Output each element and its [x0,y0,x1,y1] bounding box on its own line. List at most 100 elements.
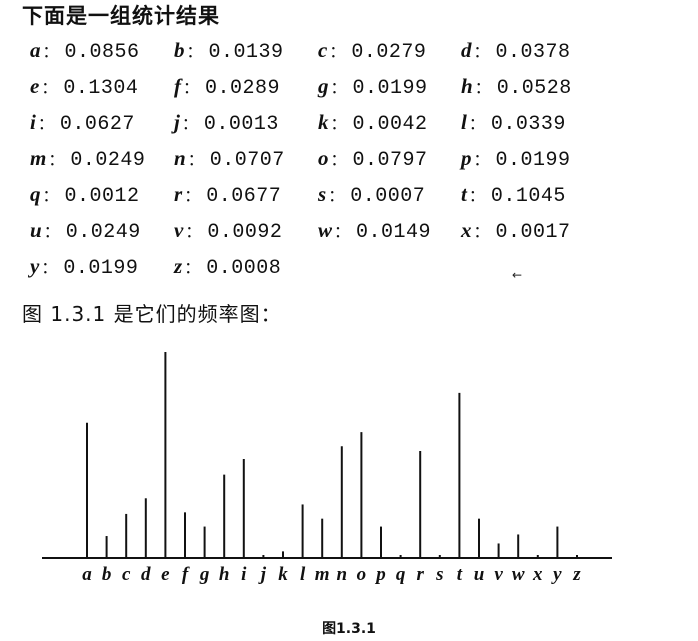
frequency-colon: ： [473,222,490,241]
frequency-value: 0.0249 [65,221,141,244]
frequency-value: 0.0339 [490,113,566,136]
frequency-entry-x: x： 0.0017 [461,218,604,254]
frequency-entry-n: n： 0.0707 [174,146,318,182]
frequency-value: 0.0249 [70,149,146,172]
frequency-colon: ： [328,186,345,205]
frequency-colon: ： [42,186,59,205]
frequency-letter: a [30,38,41,62]
frequency-colon: ： [183,78,200,97]
frequency-value: 0.0677 [206,185,282,208]
frequency-letter: z [174,254,183,278]
figure-label: 图1.3.1 [322,621,376,637]
frequency-entry-q: q： 0.0012 [30,182,174,218]
frequency-colon: ： [330,78,347,97]
frequency-value: 0.0013 [203,113,279,136]
frequency-value: 0.0627 [59,113,135,136]
frequency-colon: ： [468,114,485,133]
frequency-entry-s: s： 0.0007 [318,182,461,218]
frequency-value: 0.0092 [207,221,283,244]
frequency-letter: u [30,218,42,242]
frequency-entry-j: j： 0.0013 [174,110,318,146]
frequency-value: 0.0199 [495,149,571,172]
frequency-value: 0.1045 [490,185,566,208]
frequency-letter: g [318,74,329,98]
tick-label-v: v [494,564,503,585]
frequency-entry-d: d： 0.0378 [461,38,604,74]
frequency-colon: ： [181,114,198,133]
frequency-letter: q [30,182,41,206]
frequency-value: 0.0149 [356,221,432,244]
frequency-letter: b [174,38,185,62]
frequency-colon: ： [473,42,490,61]
frequency-value: 0.0017 [495,221,571,244]
frequency-value: 0.0199 [352,77,428,100]
frequency-entry-g: g： 0.0199 [318,74,461,110]
tick-label-q: q [396,564,406,585]
frequency-colon: ： [37,114,54,133]
frequency-colon: ： [474,78,491,97]
tick-label-o: o [357,564,367,585]
frequency-colon: ： [184,186,201,205]
tick-label-y: y [551,564,562,585]
frequency-colon: ： [330,150,347,169]
frequency-colon: ： [187,150,204,169]
frequency-value: 0.0528 [496,77,572,100]
frequency-letter: p [461,146,472,170]
tick-label-b: b [102,564,112,585]
frequency-value: 0.0008 [206,257,282,280]
frequency-colon: ： [48,150,65,169]
frequency-entry-v: v： 0.0092 [174,218,318,254]
frequency-entry-h: h： 0.0528 [461,74,604,110]
frequency-colon: ： [41,258,58,277]
tick-label-j: j [258,564,267,585]
frequency-letter: j [174,110,180,134]
tick-label-l: l [300,564,306,585]
frequency-letter: m [30,146,47,170]
frequency-value: 0.0042 [352,113,428,136]
frequency-letter: e [30,74,40,98]
tick-label-h: h [219,564,230,585]
frequency-entry-m: m： 0.0249 [30,146,174,182]
frequency-letter: y [30,254,40,278]
frequency-letter: h [461,74,473,98]
tick-label-z: z [572,564,581,585]
frequency-letter: x [461,218,472,242]
frequency-value: 0.0289 [205,77,281,100]
frequency-entry-p: p： 0.0199 [461,146,604,182]
frequency-entry-w: w： 0.0149 [318,218,461,254]
tick-label-t: t [457,564,463,585]
frequency-entry-b: b： 0.0139 [174,38,318,74]
tick-label-f: f [182,564,190,585]
frequency-letter: s [318,182,327,206]
tick-label-w: w [512,564,525,585]
frequency-entry-k: k： 0.0042 [318,110,461,146]
frequency-letter: v [174,218,184,242]
tick-label-n: n [337,564,348,585]
frequency-entry-o: o： 0.0797 [318,146,461,182]
tick-label-i: i [241,564,247,585]
frequency-entry-y: y： 0.0199 [30,254,174,290]
frequency-value: 0.0199 [63,257,139,280]
frequency-colon: ： [42,42,59,61]
intro-text: 下面是一组统计结果 [22,4,220,28]
frequency-letter: t [461,182,467,206]
stray-mark: ← [512,268,523,282]
frequency-colon: ： [185,222,202,241]
frequency-colon: ： [41,78,58,97]
frequency-colon: ： [468,186,485,205]
frequency-colon: ： [43,222,60,241]
tick-label-k: k [278,564,288,585]
frequency-entry-l: l： 0.0339 [461,110,604,146]
frequency-value: 0.1304 [63,77,139,100]
tick-label-p: p [374,564,386,585]
frequency-letter: k [318,110,329,134]
frequency-table: a： 0.0856 b： 0.0139 c： 0.0279 d： 0.0378 e： 0.1304… [30,38,604,290]
frequency-value: 0.0012 [64,185,140,208]
frequency-colon: ： [186,42,203,61]
frequency-letter: l [461,110,467,134]
frequency-entry-f: f： 0.0289 [174,74,318,110]
tick-label-d: d [141,564,151,585]
frequency-value: 0.0707 [209,149,285,172]
frequency-entry-u: u： 0.0249 [30,218,174,254]
